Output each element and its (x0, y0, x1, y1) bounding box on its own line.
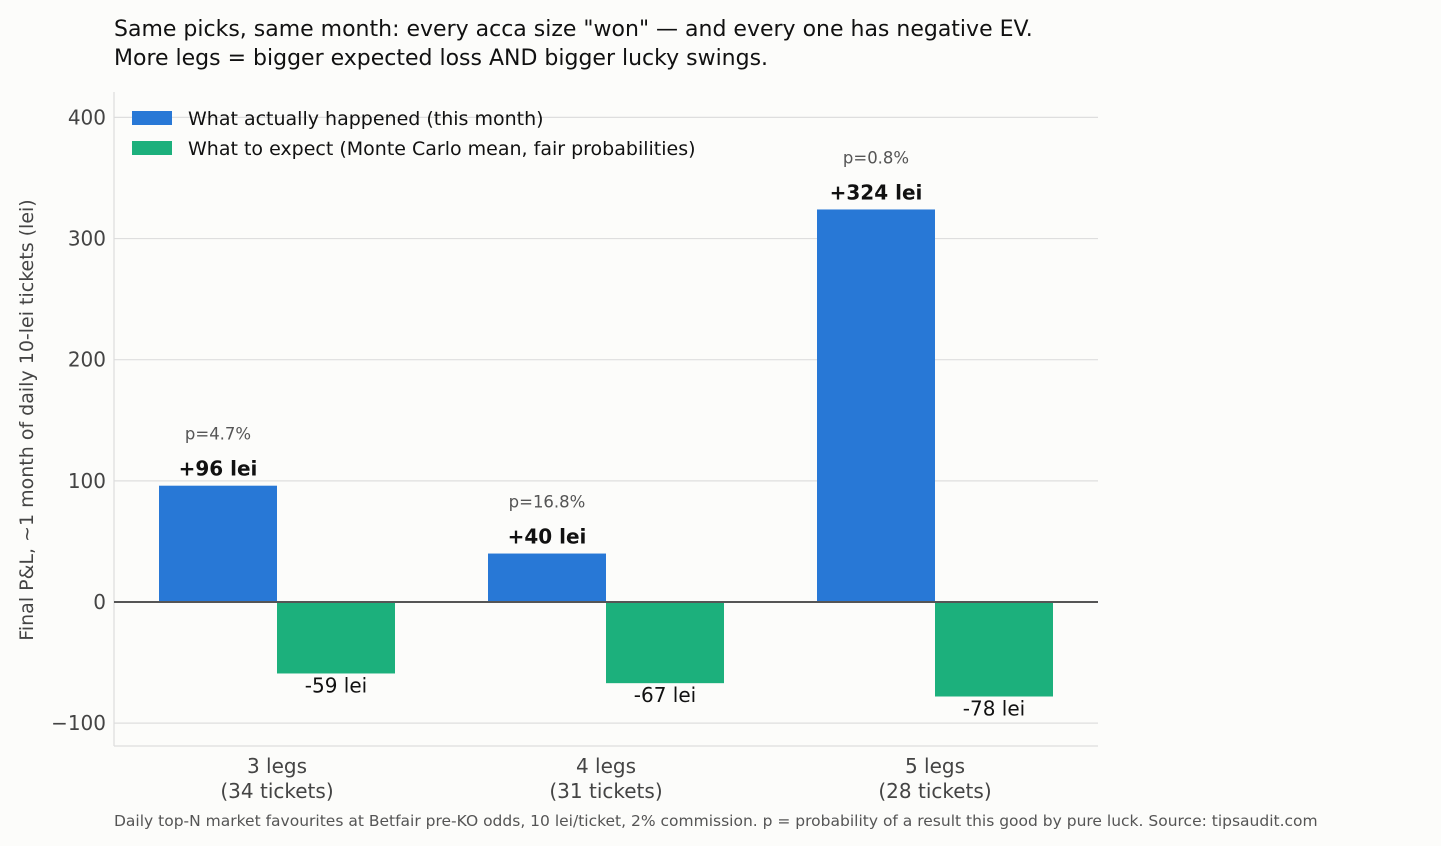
bars (159, 209, 1053, 697)
bar-value-label: +324 lei (830, 180, 923, 204)
footnote: Daily top-N market favourites at Betfair… (114, 812, 1318, 830)
x-tick-label: 3 legs (247, 754, 307, 778)
y-tick-label: 400 (68, 105, 106, 129)
bar-actual (817, 209, 935, 602)
bar-labels: +96 lei p=4.7% -59 lei +40 lei p=16.8% -67 le… (179, 148, 1026, 720)
y-tick-label: −100 (51, 711, 106, 735)
chart-title-line-2: More legs = bigger expected loss AND big… (114, 46, 768, 71)
x-tick-label: 4 legs (576, 754, 636, 778)
y-tick-label: 200 (68, 348, 106, 372)
p-value-annotation: p=16.8% (509, 493, 586, 512)
bar-expected (935, 602, 1053, 697)
y-tick-label: 0 (93, 590, 106, 614)
bar-value-label: -59 lei (305, 673, 367, 697)
legend-label: What actually happened (this month) (188, 108, 544, 130)
bar-value-label: -67 lei (634, 683, 696, 707)
bar-value-label: -78 lei (963, 696, 1025, 720)
chart-title: Same picks, same month: every acca size … (114, 17, 1033, 71)
y-tick-labels: −100 0 100 200 300 400 (51, 105, 106, 735)
chart-title-line-1: Same picks, same month: every acca size … (114, 17, 1033, 42)
legend: What actually happened (this month) What … (132, 108, 696, 160)
bar-actual (159, 485, 277, 602)
bar-actual (488, 553, 606, 602)
bar-value-label: +40 lei (508, 525, 587, 549)
y-tick-label: 100 (68, 469, 106, 493)
x-tick-sublabel: (28 tickets) (878, 779, 991, 803)
x-tick-sublabel: (34 tickets) (220, 779, 333, 803)
p-value-annotation: p=0.8% (843, 148, 909, 167)
bar-expected (277, 602, 395, 674)
legend-swatch (132, 141, 172, 155)
x-tick-label: 5 legs (905, 754, 965, 778)
axes (113, 92, 1098, 747)
x-tick-labels: 3 legs(34 tickets) 4 legs(31 tickets) 5 le… (220, 754, 991, 803)
y-axis-label: Final P&L, ~1 month of daily 10-lei tick… (16, 199, 38, 640)
x-tick-sublabel: (31 tickets) (549, 779, 662, 803)
legend-label: What to expect (Monte Carlo mean, fair p… (188, 138, 696, 160)
bar-expected (606, 602, 724, 684)
p-value-annotation: p=4.7% (185, 425, 251, 444)
bar-value-label: +96 lei (179, 457, 258, 481)
legend-swatch (132, 111, 172, 125)
y-tick-label: 300 (68, 227, 106, 251)
